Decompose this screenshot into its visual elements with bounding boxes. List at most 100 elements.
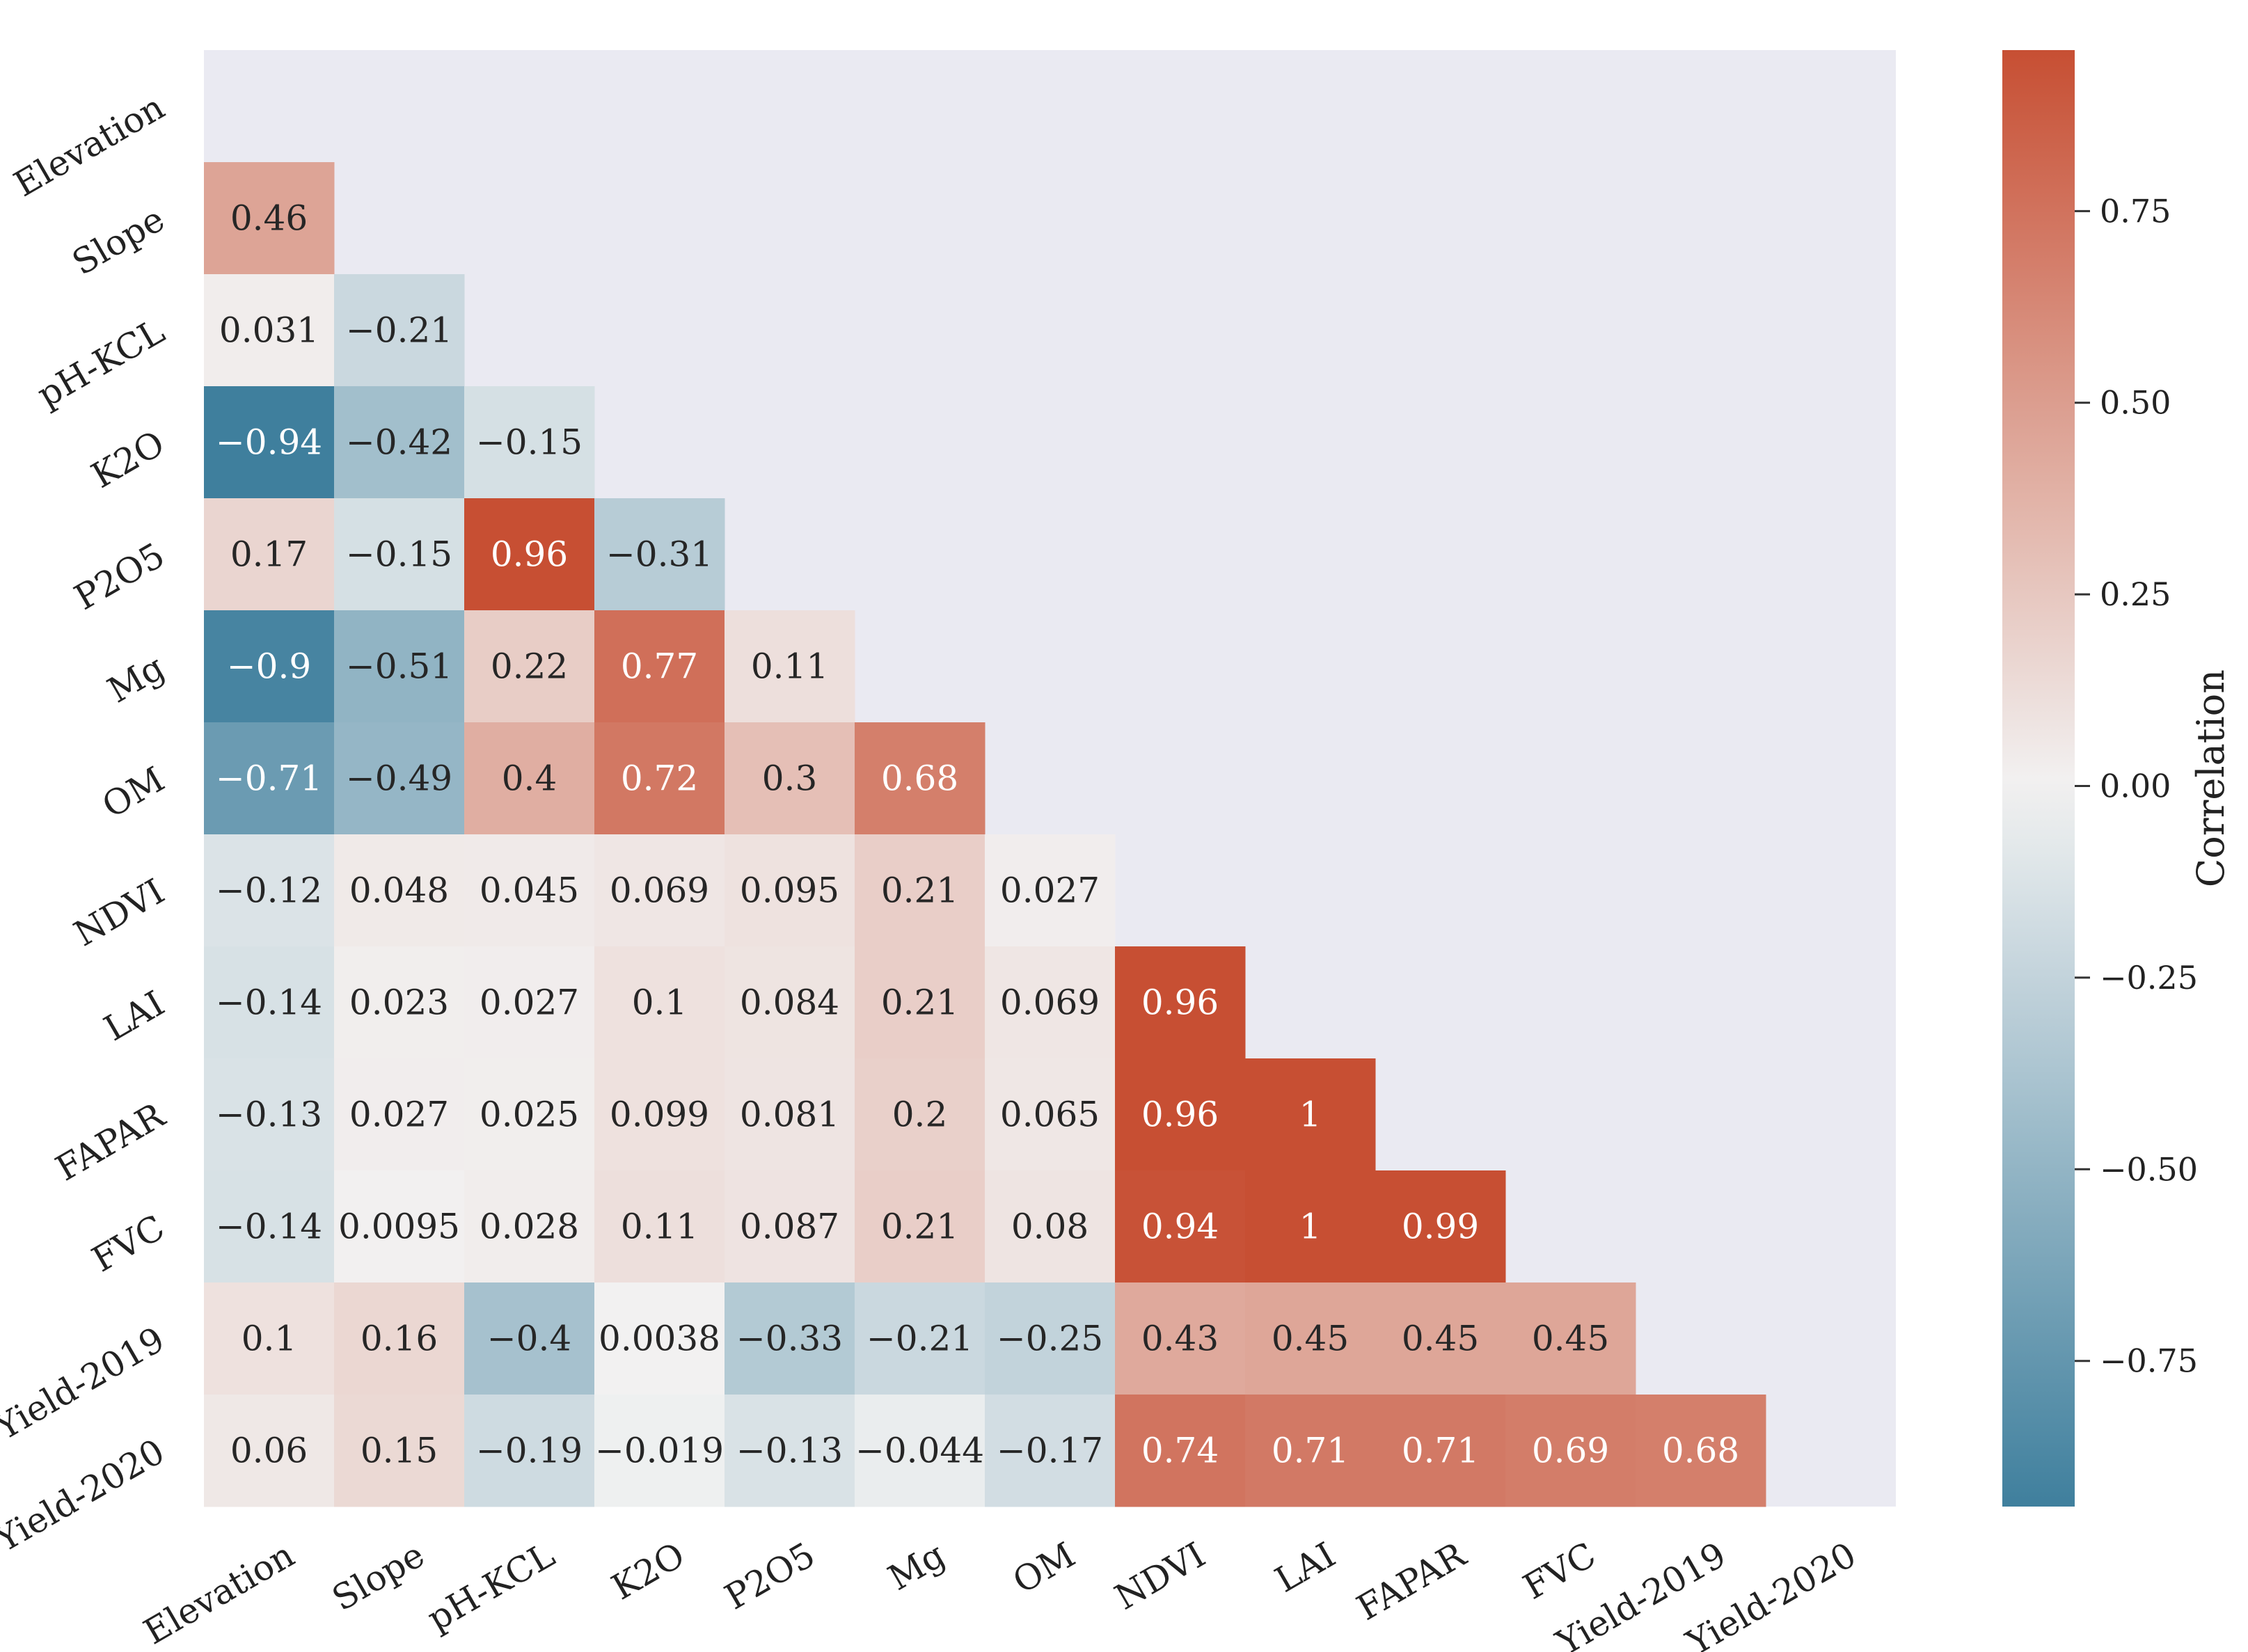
cell-value-label: 0.21 (881, 1207, 958, 1247)
cell-value-label: 0.3 (762, 759, 818, 799)
heatmap-cell (464, 1395, 595, 1507)
cell-value-label: 0.1 (632, 983, 688, 1023)
heatmap-cell (1636, 1395, 1766, 1507)
cell-value-label: −0.14 (216, 1207, 322, 1247)
cell-value-label: 0.68 (1662, 1431, 1739, 1471)
heatmap-cell (204, 1170, 335, 1283)
cell-value-label: 0.027 (349, 1095, 449, 1135)
cell-value-label: −0.19 (476, 1431, 583, 1471)
cell-value-label: 0.45 (1532, 1319, 1609, 1359)
cell-value-label: 0.027 (1000, 871, 1100, 911)
heatmap-cell (464, 498, 595, 611)
cell-value-label: 0.16 (361, 1319, 438, 1359)
cell-value-label: 0.94 (1141, 1207, 1219, 1247)
heatmap-cell (334, 386, 465, 499)
cell-value-label: 0.22 (491, 646, 568, 687)
cell-value-label: 0.081 (740, 1095, 839, 1135)
heatmap-cell (204, 610, 335, 723)
heatmap-cell (334, 722, 465, 835)
cell-value-label: −0.51 (346, 646, 452, 687)
cell-value-label: −0.25 (997, 1319, 1103, 1359)
heatmap-cell (1115, 1282, 1246, 1395)
cell-value-label: 0.15 (361, 1431, 438, 1471)
cell-value-label: 0.96 (1141, 983, 1219, 1023)
colorbar-tick-label: 0.75 (2100, 192, 2171, 230)
cell-value-label: 0.025 (480, 1095, 579, 1135)
colorbar-tick-label: −0.75 (2100, 1342, 2198, 1380)
cell-value-label: 0.031 (219, 310, 319, 351)
cell-value-label: 0.45 (1402, 1319, 1479, 1359)
heatmap-cell (464, 834, 595, 947)
colorbar-tick-label: −0.50 (2100, 1150, 2198, 1188)
cell-value-label: 0.17 (230, 534, 308, 575)
heatmap-cell (204, 834, 335, 947)
heatmap-cell (464, 1282, 595, 1395)
heatmap-cell (594, 834, 725, 947)
heatmap-cells (204, 162, 1766, 1507)
colorbar-ticks: 0.75 0.50 0.25 0.00 −0.25 −0.50 −0.75 (2075, 192, 2198, 1380)
cell-value-label: 0.08 (1011, 1207, 1089, 1247)
heatmap-cell (985, 1282, 1116, 1395)
heatmap-cell (594, 1170, 725, 1283)
heatmap-cell (334, 610, 465, 723)
cell-value-label: 1 (1299, 1095, 1322, 1135)
heatmap-cell (334, 498, 465, 611)
heatmap-cell (725, 1170, 855, 1283)
cell-value-label: −0.71 (216, 759, 322, 799)
cell-value-label: 0.96 (1141, 1095, 1219, 1135)
heatmap-cell (204, 386, 335, 499)
cell-value-label: −0.9 (227, 646, 311, 687)
heatmap-cell (725, 722, 855, 835)
heatmap-cell (985, 1395, 1116, 1507)
heatmap-cell (204, 274, 335, 387)
heatmap-cell (334, 1282, 465, 1395)
heatmap-cell (334, 1170, 465, 1283)
heatmap-cell (204, 498, 335, 611)
heatmap-cell (1245, 1282, 1376, 1395)
heatmap-cell (985, 946, 1116, 1059)
heatmap-cell (594, 1282, 725, 1395)
cell-value-label: −0.49 (346, 759, 452, 799)
cell-value-label: 0.06 (230, 1431, 308, 1471)
cell-value-label: −0.21 (346, 310, 452, 351)
heatmap-cell (1505, 1282, 1636, 1395)
cell-value-label: 0.069 (1000, 983, 1100, 1023)
heatmap-cell (725, 1395, 855, 1507)
cell-value-label: −0.17 (997, 1431, 1103, 1471)
cell-value-label: 0.71 (1402, 1431, 1479, 1471)
colorbar-label: Correlation (2189, 669, 2233, 887)
heatmap-cell (1115, 1170, 1246, 1283)
heatmap-cell (985, 834, 1116, 947)
cell-value-label: −0.4 (487, 1319, 571, 1359)
cell-value-label: 0.99 (1402, 1207, 1479, 1247)
heatmap-cell (985, 1058, 1116, 1171)
cell-value-label: 0.099 (610, 1095, 709, 1135)
cell-value-label: 0.77 (621, 646, 698, 687)
heatmap-cell (204, 946, 335, 1059)
heatmap-cell-labels: 0.46 0.031 −0.21 −0.94 −0.42 −0.15 0.17 −0.15 0.… (216, 198, 1739, 1471)
cell-value-label: 0.46 (230, 198, 308, 239)
heatmap-cell (204, 722, 335, 835)
heatmap-cell (1375, 1170, 1506, 1283)
heatmap-cell (855, 722, 986, 835)
cell-value-label: 0.96 (491, 534, 568, 575)
heatmap-cell (1115, 1395, 1246, 1507)
cell-value-label: 0.74 (1141, 1431, 1219, 1471)
heatmap-cell (725, 610, 855, 723)
colorbar-tick-label: 0.25 (2100, 575, 2171, 613)
cell-value-label: 0.065 (1000, 1095, 1100, 1135)
heatmap-cell (334, 274, 465, 387)
heatmap-cell (1245, 1170, 1376, 1283)
cell-value-label: 0.069 (610, 871, 709, 911)
heatmap-cell (464, 946, 595, 1059)
cell-value-label: 0.71 (1272, 1431, 1349, 1471)
heatmap-cell (855, 1058, 986, 1171)
heatmap-cell (1245, 1395, 1376, 1507)
heatmap-cell (725, 946, 855, 1059)
cell-value-label: −0.13 (736, 1431, 843, 1471)
cell-value-label: −0.94 (216, 422, 322, 463)
cell-value-label: 1 (1299, 1207, 1322, 1247)
heatmap-cell (204, 1395, 335, 1507)
cell-value-label: 0.087 (740, 1207, 839, 1247)
